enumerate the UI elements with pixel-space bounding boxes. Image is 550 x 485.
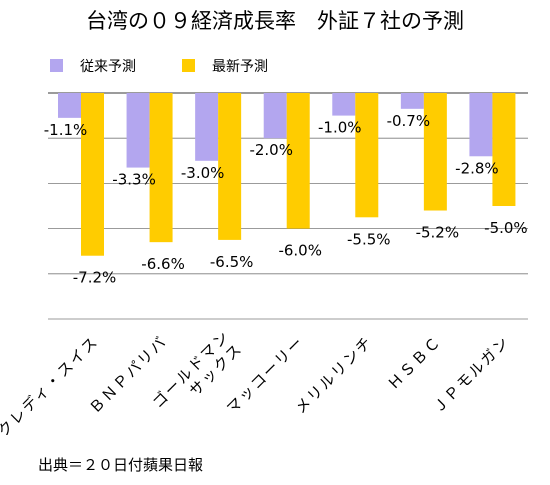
- bar: [126, 93, 150, 168]
- bar: [81, 93, 104, 256]
- bars: [58, 93, 516, 256]
- data-label: -6.0%: [278, 242, 322, 260]
- bar: [286, 93, 310, 229]
- data-label: -1.0%: [318, 119, 362, 137]
- bar: [469, 93, 493, 157]
- data-label: -2.0%: [249, 141, 293, 159]
- category-label: ＨＳＢＣ: [384, 332, 445, 393]
- bar: [195, 93, 219, 161]
- bar: [332, 93, 356, 116]
- chart-title: 台湾の０９経済成長率 外証７社の予測: [86, 9, 464, 33]
- data-label: -1.1%: [44, 121, 88, 139]
- bar: [423, 93, 447, 211]
- data-label: -5.0%: [484, 219, 528, 237]
- data-label: -2.8%: [455, 159, 499, 177]
- bar: [218, 93, 242, 240]
- data-labels: -1.1% -7.2% -3.3% -6.6% -3.0% -6.5% -2.0% -6.0%…: [44, 112, 528, 287]
- bar: [492, 93, 516, 206]
- bar: [263, 93, 287, 139]
- data-label: -5.5%: [347, 230, 391, 248]
- legend-swatch: [50, 59, 63, 72]
- bar: [149, 93, 173, 243]
- data-label: -3.0%: [181, 164, 225, 182]
- category-label-line: ＨＳＢＣ: [384, 332, 445, 393]
- legend-swatch: [182, 59, 195, 72]
- data-label: -5.2%: [416, 224, 460, 242]
- data-label: -0.7%: [387, 112, 431, 130]
- legend-label: 最新予測: [212, 59, 268, 75]
- bar: [400, 93, 424, 109]
- category-label: クレディ・スイス: [0, 332, 102, 440]
- source-note: 出典＝２０日付蘋果日報: [38, 456, 203, 474]
- category-label-line: クレディ・スイス: [0, 332, 102, 440]
- data-label: -7.2%: [73, 269, 117, 287]
- data-label: -6.6%: [141, 255, 185, 273]
- bar: [58, 93, 81, 118]
- legend-label: 従来予測: [80, 59, 136, 75]
- data-label: -6.5%: [210, 253, 254, 271]
- data-label: -3.3%: [112, 171, 156, 189]
- bar: [355, 93, 379, 218]
- legend: 従来予測 最新予測: [50, 59, 268, 75]
